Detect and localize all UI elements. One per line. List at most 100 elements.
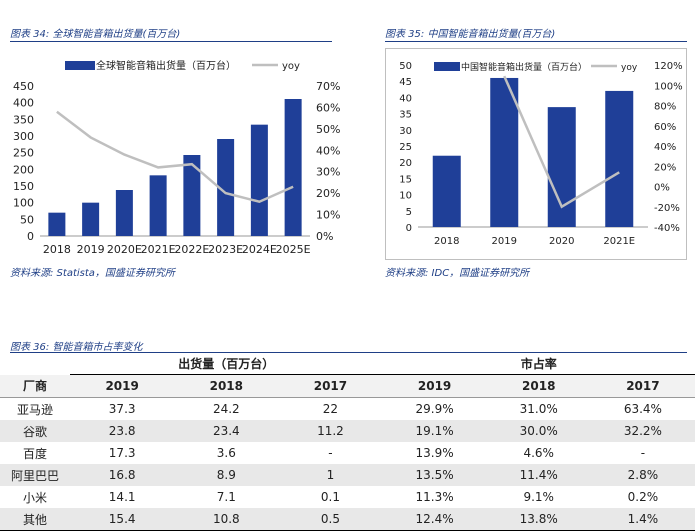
bar: [149, 175, 167, 236]
bar: [432, 155, 461, 227]
vendor-cell: 百度: [23, 446, 48, 461]
category-label: 2021E: [603, 236, 635, 247]
left-tick-label: 350: [13, 113, 34, 126]
table-cell: 10.8: [174, 508, 279, 531]
left-tick-label: 35: [399, 110, 412, 121]
right-tick-label: 60%: [316, 101, 340, 114]
column-header: 厂商: [0, 374, 71, 398]
table-row: 阿里巴巴 16.8 8.9 1 13.5% 11.4% 2.8%: [0, 464, 695, 486]
right-tick-label: 20%: [316, 187, 340, 200]
bar: [605, 90, 634, 227]
bar: [547, 107, 576, 227]
left-tick-label: 150: [13, 180, 34, 193]
table-row: 亚马逊 37.3 24.2 22 29.9% 31.0% 63.4%: [0, 398, 695, 421]
column-header: 2019: [70, 374, 175, 398]
left-tick-label: 450: [13, 80, 34, 93]
bar: [115, 190, 133, 236]
vendor-cell: 谷歌: [0, 420, 71, 442]
table-cell: 1.4%: [590, 508, 695, 531]
category-label: 2019: [492, 236, 517, 247]
category-label: 2022E: [174, 243, 209, 256]
right-tick-label: 80%: [654, 102, 676, 113]
left-tick-label: 0: [406, 223, 412, 234]
table-cell: 14.1: [108, 490, 136, 504]
figure34-chart-area: 0 50 100 150 200 250 300 350 400 450 0% 10% 20% 30% 40…: [10, 48, 355, 260]
shipment-group-header: 出货量（百万台）: [70, 352, 383, 375]
figure35-source: 资料来源: IDC，国盛证券研究所: [385, 268, 530, 279]
right-tick-label: 60%: [654, 122, 676, 133]
vendor-cell: 其他: [0, 508, 71, 531]
category-label: 2018: [434, 236, 459, 247]
table-cell: 13.5%: [382, 464, 487, 486]
legend-bar-label: 全球智能音箱出货量（百万台）: [96, 59, 236, 72]
table-cell: 0.1: [320, 490, 340, 504]
right-tick-label: 40%: [654, 142, 676, 153]
legend-line-label: yoy: [282, 61, 300, 72]
table-row: 小米 14.1 7.1 0.1 11.3% 9.1% 0.2%: [0, 486, 695, 508]
left-tick-label: 50: [20, 213, 34, 226]
table-cell: 63.4%: [623, 402, 662, 416]
bar: [183, 155, 201, 236]
right-tick-label: 50%: [316, 123, 340, 136]
table-group-header-row: 出货量（百万台） 市占率: [0, 352, 695, 375]
legend-bar-label: 中国智能音箱出货量（百万台）: [461, 61, 587, 73]
left-tick-label: 25: [399, 142, 412, 153]
table-cell: 23.4: [174, 420, 279, 442]
table-cell: 0.2%: [627, 490, 659, 504]
legend-line-label: yoy: [621, 63, 638, 73]
left-tick-label: 100: [13, 197, 34, 210]
figure34-source: 资料来源: Statista，国盛证券研究所: [10, 268, 175, 279]
left-tick-label: 15: [399, 174, 412, 185]
column-header: 2018: [174, 374, 279, 398]
table-cell: 19.1%: [382, 420, 487, 442]
left-tick-label: 5: [406, 207, 412, 218]
table-header-row: 厂商 2019 2018 2017 2019 2018 2017: [0, 374, 695, 398]
left-tick-label: 45: [399, 77, 412, 88]
table-cell: 3.6: [216, 446, 236, 460]
table-cell: 29.9%: [415, 402, 454, 416]
column-header: 2017: [278, 374, 383, 398]
category-label: 2024E: [242, 243, 277, 256]
left-tick-label: 300: [13, 130, 34, 143]
right-tick-label: 30%: [316, 166, 340, 179]
figure35-caption: 图表 35: 中国智能音箱出货量(百万台): [385, 29, 556, 40]
right-tick-label: 120%: [654, 61, 683, 72]
figure35-chart-area: 0 5 10 15 20 25 30 35 40 45 50 -40% -20% 0% 20% 40% 60% 8…: [385, 48, 687, 260]
table-cell: 8.9: [174, 464, 279, 486]
left-tick-label: 400: [13, 97, 34, 110]
bar: [82, 202, 100, 236]
right-tick-label: -20%: [654, 203, 680, 214]
table-row: 谷歌 23.8 23.4 11.2 19.1% 30.0% 32.2%: [0, 420, 695, 442]
table-cell: 32.2%: [590, 420, 695, 442]
left-tick-label: 250: [13, 147, 34, 160]
bar: [284, 99, 302, 236]
table-cell: 4.6%: [523, 446, 554, 460]
figure36-caption: 图表 36: 智能音箱市占率变化: [10, 342, 143, 353]
table-cell: 11.2: [278, 420, 383, 442]
table-row: 百度 17.3 3.6 - 13.9% 4.6% -: [0, 442, 695, 464]
table-cell: 16.8: [70, 464, 175, 486]
table-cell: 15.4: [70, 508, 175, 531]
right-tick-label: 100%: [654, 81, 683, 92]
category-label: 2018: [43, 243, 71, 256]
table-cell: 0.5: [278, 508, 383, 531]
table-cell: 12.4%: [382, 508, 487, 531]
left-tick-label: 40: [399, 93, 412, 104]
right-tick-label: -40%: [654, 223, 680, 234]
left-tick-label: 0: [27, 230, 34, 243]
left-tick-label: 20: [399, 158, 412, 169]
table-cell: 13.8%: [486, 508, 591, 531]
table-cell: 11.3%: [415, 490, 454, 504]
yoy-line: [56, 110, 294, 204]
right-tick-label: 0%: [654, 183, 670, 194]
category-label: 2020: [549, 236, 574, 247]
right-tick-label: 20%: [654, 162, 676, 173]
table-cell: 9.1%: [523, 490, 554, 504]
vendor-cell: 亚马逊: [17, 402, 54, 417]
figure34-caption: 图表 34: 全球智能音箱出货量(百万台): [10, 29, 181, 40]
table-cell: 17.3: [108, 446, 136, 460]
category-label: 2025E: [276, 243, 311, 256]
category-label: 2023E: [208, 243, 243, 256]
category-label: 2020E: [107, 243, 142, 256]
table-cell: -: [328, 446, 333, 460]
